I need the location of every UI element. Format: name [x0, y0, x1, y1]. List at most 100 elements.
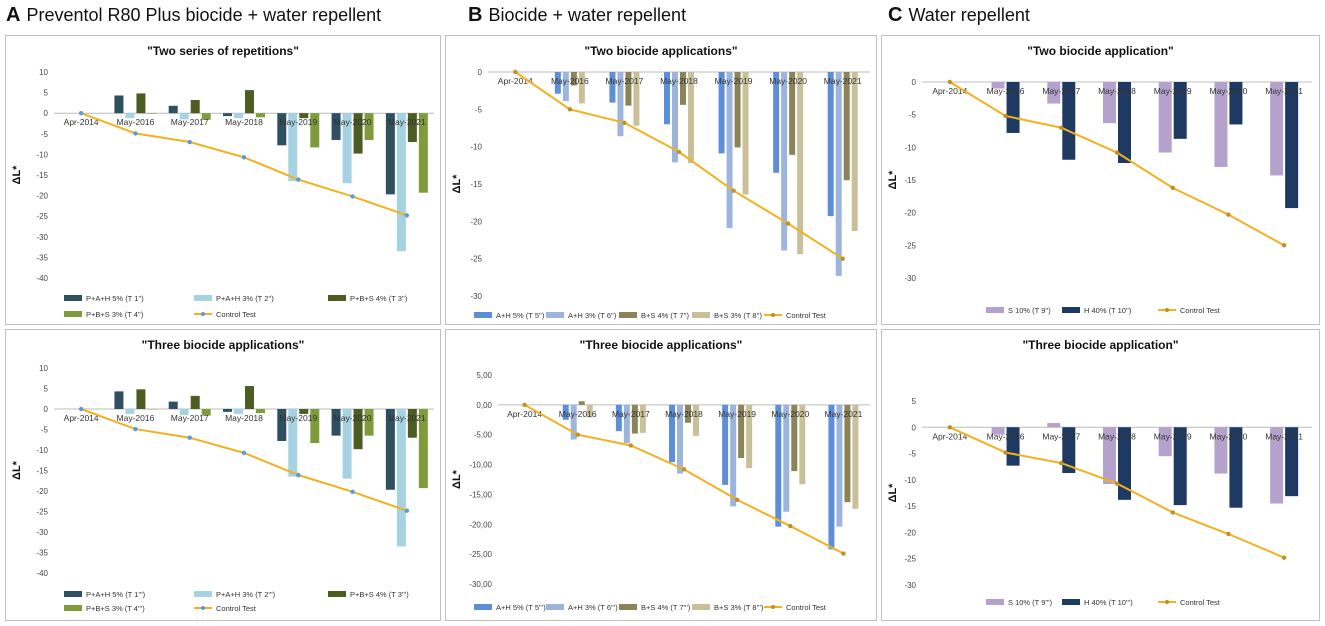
x-tick-label: May-2021	[388, 117, 426, 127]
y-tick-label: -35	[36, 253, 48, 262]
bar	[353, 113, 363, 154]
y-tick-label: -5,00	[474, 431, 493, 440]
y-tick-label: 0	[912, 78, 917, 87]
bar	[310, 409, 320, 444]
x-tick-label: May-2018	[665, 409, 703, 419]
legend-label: P+A+H 5% (T 1'')	[86, 294, 144, 303]
legend-label: P+A+H 5% (T 1''')	[86, 590, 146, 599]
control-test-point	[1226, 212, 1231, 217]
legend-swatch	[619, 604, 637, 610]
x-tick-label: May-2017	[1042, 86, 1080, 96]
y-tick-label: -20,00	[469, 520, 492, 529]
bar	[190, 100, 200, 114]
legend-swatch	[328, 295, 346, 301]
bar	[1118, 82, 1131, 164]
chart-svg: 0 -5 -10 -15 -20 -25 -30 ΔL* Apr-2014 May-2016 May…	[451, 68, 870, 320]
y-tick-label: -20	[904, 209, 916, 218]
control-test-point	[1281, 243, 1287, 248]
y-tick-label: -15	[904, 176, 916, 185]
x-tick-label: May-2018	[660, 76, 698, 86]
bar	[615, 404, 622, 432]
x-tick-label: May-2020	[1210, 86, 1248, 96]
bar	[168, 105, 178, 114]
y-tick-label: -15	[470, 180, 482, 189]
bar	[407, 113, 417, 143]
control-test-point	[628, 443, 634, 448]
y-tick-label: -10	[36, 446, 48, 455]
legend-marker-control	[201, 606, 205, 610]
bar	[125, 113, 135, 119]
header-a-text: Preventol R80 Plus biocide + water repel…	[26, 5, 382, 25]
y-tick-label: -25	[36, 508, 48, 517]
control-test-point	[1003, 113, 1008, 119]
bar	[364, 113, 374, 140]
control-test-point	[841, 551, 846, 556]
bar	[1103, 427, 1116, 485]
bar	[851, 72, 858, 232]
y-axis-label: ΔL*	[451, 174, 463, 194]
control-test-point	[1059, 460, 1064, 466]
y-tick-label: 0,00	[476, 401, 492, 410]
control-test-point	[575, 432, 580, 437]
bar	[1047, 423, 1061, 428]
y-tick-label: -30	[904, 581, 916, 590]
chart-title: "Three biocide application"	[1022, 338, 1179, 352]
bar	[797, 72, 804, 255]
legend-swatch	[64, 311, 82, 317]
bar	[364, 409, 374, 436]
legend-marker-control	[201, 312, 205, 316]
bar	[693, 404, 699, 436]
bar	[852, 404, 859, 509]
control-test-point	[78, 406, 84, 412]
control-test-point	[133, 426, 138, 432]
x-tick-label: May-2019	[718, 409, 756, 419]
x-tick-label: May-2019	[1154, 86, 1192, 96]
bar	[418, 113, 428, 193]
bar	[570, 72, 577, 86]
legend-label: B+S 4% (T 7''')	[641, 603, 691, 612]
legend-label: A+H 3% (T 6'')	[568, 311, 617, 320]
y-tick-label: -30	[36, 233, 48, 242]
y-tick-label: -25	[904, 241, 916, 250]
x-tick-label: May-2016	[987, 431, 1025, 441]
bar	[685, 404, 691, 423]
legend-label: H 40% (T 10'')	[1084, 306, 1132, 315]
bar	[781, 72, 788, 251]
y-tick-label: -5	[909, 450, 917, 459]
header-b: B Biocide + water repellent	[468, 4, 686, 30]
legend-label: P+B+S 4% (T 3'')	[350, 294, 408, 303]
bar	[342, 409, 352, 479]
header-b-letter: B	[468, 4, 483, 26]
control-test-point	[947, 79, 953, 85]
chart-panel-a2: "Three biocide applications" 10 5 0 -5 -10 -1…	[5, 329, 441, 621]
bar	[136, 389, 146, 409]
legend-label: P+B+S 3% (T 4''')	[86, 604, 145, 613]
control-test-point	[522, 402, 527, 408]
control-test-point	[296, 472, 301, 478]
bar	[609, 72, 616, 103]
bar	[223, 409, 232, 412]
x-tick-label: May-2019	[279, 117, 317, 127]
header-c-letter: C	[888, 4, 903, 26]
legend-label: P+B+S 4% (T 3''')	[350, 590, 409, 599]
legend-label: Control Test	[786, 603, 827, 612]
x-tick-label: May-2021	[825, 409, 863, 419]
bar	[734, 72, 741, 148]
bar	[190, 395, 200, 409]
y-tick-label: -20	[36, 192, 48, 201]
bar	[789, 72, 796, 155]
y-tick-label: -10,00	[469, 461, 492, 470]
y-tick-label: 0	[478, 68, 483, 77]
chart-svg: 0 -5 -10 -15 -20 -25 -30 ΔL* Apr-2014 May-2016 May…	[887, 78, 1312, 315]
bar	[1006, 427, 1020, 466]
control-test-point	[404, 508, 410, 513]
chart-title: "Three biocide applications"	[579, 338, 743, 352]
control-test-point	[681, 467, 687, 472]
y-axis-label: ΔL*	[451, 469, 463, 489]
bar	[234, 113, 243, 119]
y-tick-label: -10	[36, 150, 48, 159]
x-tick-label: May-2020	[334, 117, 372, 127]
legend-swatch	[474, 312, 492, 318]
bar	[1285, 427, 1299, 497]
y-tick-label: 0	[44, 109, 49, 118]
